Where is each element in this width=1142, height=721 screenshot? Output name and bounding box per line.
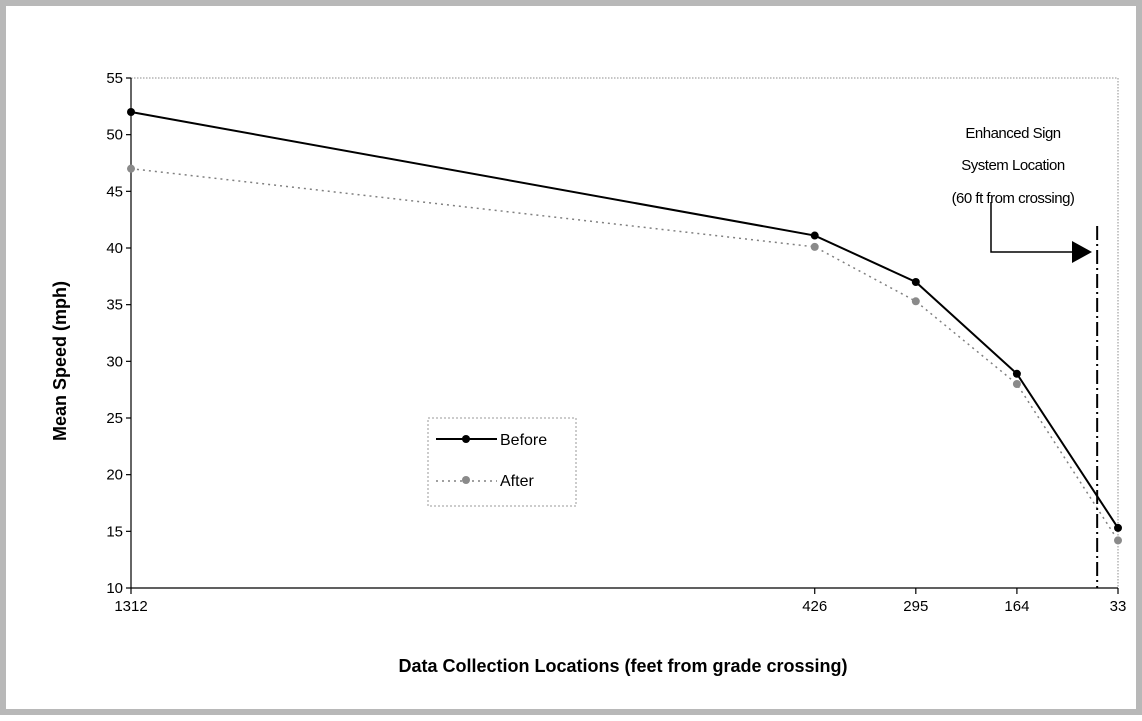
x-tick-label-295: 295 <box>903 598 928 615</box>
series-layer <box>127 108 1122 545</box>
point-after-295 <box>911 297 920 306</box>
point-after-164 <box>1012 380 1021 388</box>
x-axis-title: Data Collection Locations (feet from gra… <box>398 656 847 676</box>
line-chart: 10 15 20 25 30 35 40 45 50 55 1312 426 295 164 33 Enh… <box>50 70 1127 676</box>
x-tick-label-1312: 1312 <box>114 598 147 615</box>
y-tick-label-50: 50 <box>106 127 123 144</box>
point-after-426 <box>810 242 819 251</box>
series-before <box>127 108 1122 532</box>
plot-area <box>130 77 1119 589</box>
y-tick-label-10: 10 <box>106 580 123 597</box>
series-line-after <box>130 167 1119 541</box>
y-tick-label-25: 25 <box>106 410 123 427</box>
annotation-line-2: System Location <box>961 157 1065 174</box>
series-line-before <box>130 111 1119 529</box>
point-before-426 <box>810 231 819 240</box>
y-tick-label-45: 45 <box>106 183 123 200</box>
legend-label-before: Before <box>500 432 547 449</box>
y-tick-label-55: 55 <box>106 70 123 87</box>
series-after <box>127 164 1122 545</box>
point-before-33 <box>1114 523 1122 532</box>
point-before-1312 <box>127 108 135 116</box>
annotation-line-3: (60 ft from crossing) <box>952 190 1075 207</box>
y-tick-label-35: 35 <box>106 297 123 314</box>
y-tick-label-40: 40 <box>106 240 123 257</box>
annotation-arrow-line <box>990 202 1072 253</box>
legend-label-after: After <box>500 473 534 490</box>
legend-marker-after <box>462 476 470 484</box>
legend-marker-before <box>462 435 470 443</box>
y-tick-label-15: 15 <box>106 523 123 540</box>
x-tick-label-426: 426 <box>802 598 827 615</box>
point-after-33 <box>1114 536 1122 545</box>
y-axis: 10 15 20 25 30 35 40 45 50 55 <box>106 70 132 597</box>
point-before-164 <box>1012 369 1021 378</box>
sign-location-annotation: Enhanced Sign System Location (60 ft fro… <box>952 125 1099 588</box>
x-tick-label-164: 164 <box>1004 598 1029 615</box>
x-axis: 1312 426 295 164 33 <box>114 587 1127 615</box>
annotation-arrow-head <box>1072 241 1092 263</box>
y-tick-label-20: 20 <box>106 467 123 484</box>
y-axis-title: Mean Speed (mph) <box>50 281 70 441</box>
plot-border <box>130 77 1119 589</box>
point-before-295 <box>911 278 920 286</box>
x-tick-label-33: 33 <box>1110 598 1127 615</box>
legend-box <box>427 417 577 507</box>
legend: Before After <box>427 417 577 507</box>
point-after-1312 <box>127 164 135 173</box>
annotation-line-1: Enhanced Sign <box>965 125 1060 142</box>
y-tick-label-30: 30 <box>106 353 123 370</box>
